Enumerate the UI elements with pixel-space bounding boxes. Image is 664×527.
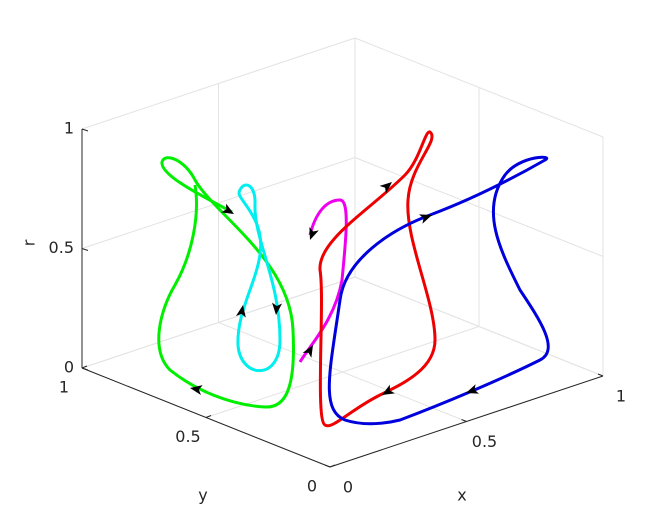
arrow xyxy=(379,182,392,194)
grid xyxy=(81,37,604,468)
y-tick-label: 1 xyxy=(59,378,69,397)
z-tick xyxy=(81,248,89,251)
grid-line xyxy=(354,276,604,377)
grid-line xyxy=(81,276,356,369)
arrow xyxy=(190,385,203,396)
arrow xyxy=(272,302,283,315)
arrow xyxy=(221,203,234,214)
x-tick xyxy=(324,464,331,468)
y-tick xyxy=(81,365,88,369)
trajectory xyxy=(327,155,550,426)
trajectories xyxy=(157,130,550,428)
x-tick xyxy=(461,419,467,422)
trajectory xyxy=(318,130,437,428)
grid-line xyxy=(81,37,356,130)
z-tick-label: 0 xyxy=(64,358,74,377)
arrow xyxy=(466,384,479,394)
trajectory xyxy=(298,198,348,363)
z-axis-label: r xyxy=(20,239,39,246)
grid-line xyxy=(354,37,604,138)
arrow xyxy=(382,384,395,395)
x-axis-label: x xyxy=(457,486,466,505)
z-tick-label: 0.5 xyxy=(49,238,74,257)
arrow xyxy=(302,345,313,358)
y-axis-label: y xyxy=(198,486,207,505)
y-tick-label: 0 xyxy=(307,477,317,496)
arrow xyxy=(235,305,246,318)
z-tick xyxy=(81,128,89,132)
z-tick-label: 1 xyxy=(64,119,74,138)
z-tick xyxy=(81,367,89,371)
y-tick-label: 0.5 xyxy=(175,427,200,446)
x-tick-label: 0 xyxy=(343,478,353,497)
y-tick xyxy=(329,464,336,468)
arrow xyxy=(309,227,319,240)
arrow xyxy=(419,214,432,224)
grid-line xyxy=(354,157,604,257)
direction-arrows xyxy=(190,182,479,396)
x-tick-label: 1 xyxy=(616,387,626,406)
grid-line xyxy=(81,157,356,249)
x-tick xyxy=(597,373,604,377)
trajectory xyxy=(236,183,282,372)
trajectory xyxy=(157,156,295,409)
x-tick-label: 0.5 xyxy=(472,432,497,451)
y-tick xyxy=(205,415,212,418)
